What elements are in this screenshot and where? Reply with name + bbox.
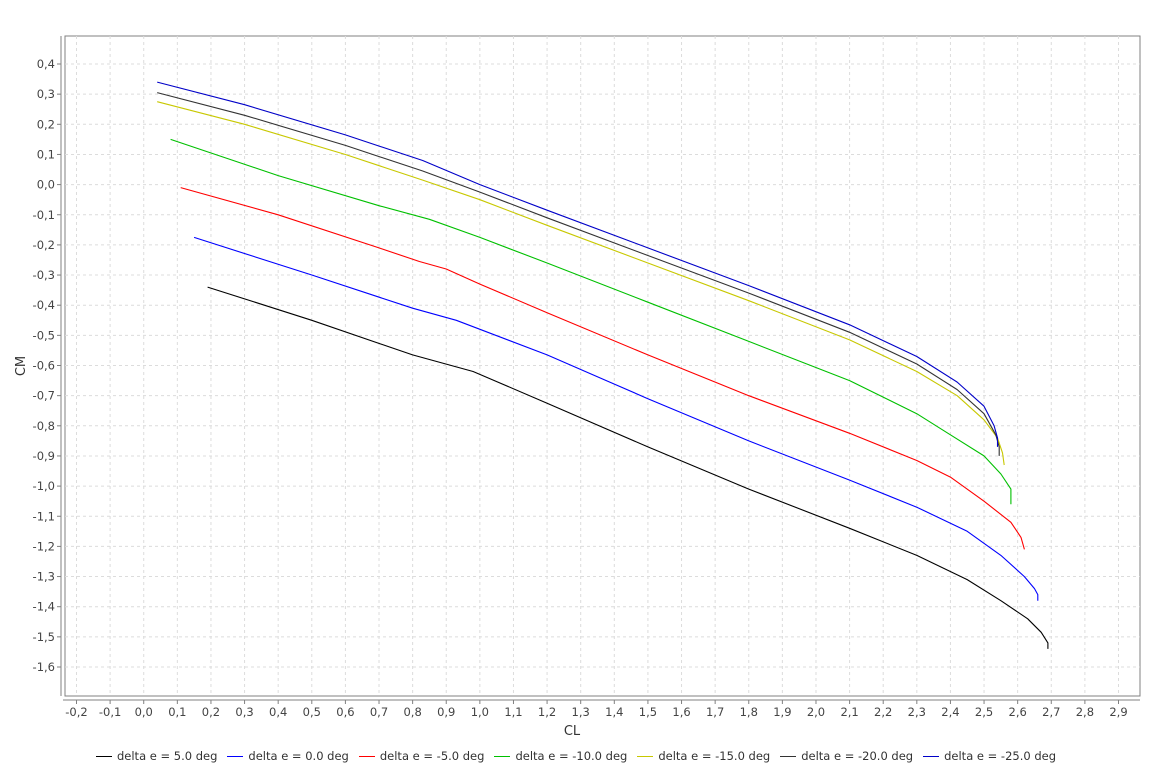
x-tick-label: 2,4: [941, 705, 959, 719]
grid: [65, 36, 1140, 696]
legend-item: delta e = 5.0 deg: [95, 749, 218, 763]
x-tick-label: -0,2: [65, 705, 87, 719]
y-tick-label: -0,7: [33, 389, 55, 403]
legend-swatch: [780, 755, 797, 757]
legend-swatch: [358, 755, 375, 757]
x-tick-label: 2,0: [807, 705, 825, 719]
x-tick-label: 0,2: [202, 705, 220, 719]
y-tick-label: 0,3: [37, 87, 55, 101]
x-tick-label: 1,9: [773, 705, 791, 719]
x-tick-label: 1,4: [605, 705, 623, 719]
x-tick-label: 1,2: [538, 705, 556, 719]
legend-label: delta e = 5.0 deg: [116, 749, 218, 763]
y-tick-label: -0,1: [33, 208, 55, 222]
legend: delta e = 5.0 deg delta e = 0.0 deg delta …: [0, 747, 1152, 765]
legend-label: delta e = -25.0 deg: [944, 749, 1056, 763]
x-tick-label: 2,1: [840, 705, 858, 719]
y-tick-label: 0,0: [37, 178, 55, 192]
legend-label: delta e = -10.0 deg: [515, 749, 628, 763]
ticks: -0,2 -0,1 0,0 0,1 0,2 0,3 0,4 0,5 0,6 0,7 0,8 0,9 1,…: [33, 57, 1128, 719]
series-line-1: [193, 236, 1039, 601]
legend-item: delta e = 0.0 deg: [227, 749, 349, 763]
y-tick-label: -0,8: [33, 419, 55, 433]
x-tick-label: 1,1: [504, 705, 522, 719]
x-tick-label: 0,6: [336, 705, 354, 719]
legend-item: delta e = -10.0 deg: [494, 749, 627, 763]
legend-item: delta e = -5.0 deg: [358, 749, 485, 763]
y-tick-label: -1,4: [33, 600, 55, 614]
x-axis-label: CL: [564, 724, 581, 739]
series-line-3: [170, 138, 1012, 505]
x-tick-label: 0,8: [403, 705, 421, 719]
x-tick-label: 0,5: [303, 705, 321, 719]
series-line-2: [180, 187, 1025, 550]
legend-swatch: [494, 755, 511, 757]
series-line-0: [207, 286, 1049, 649]
x-tick-label: 0,3: [235, 705, 253, 719]
x-tick-label: 1,8: [740, 705, 758, 719]
legend-swatch: [923, 755, 940, 757]
x-tick-label: 0,9: [437, 705, 455, 719]
x-tick-label: 2,5: [975, 705, 993, 719]
x-tick-label: 2,8: [1076, 705, 1094, 719]
x-tick-label: 1,5: [639, 705, 657, 719]
x-tick-label: 2,9: [1109, 705, 1127, 719]
legend-swatch: [227, 755, 244, 757]
y-tick-label: -0,2: [33, 238, 55, 252]
legend-label: delta e = -20.0 deg: [801, 749, 914, 763]
y-tick-label: -0,6: [33, 359, 55, 373]
x-tick-label: 1,0: [471, 705, 489, 719]
x-tick-label: 0,7: [370, 705, 388, 719]
y-tick-label: 0,4: [37, 57, 55, 71]
x-tick-label: 2,2: [874, 705, 892, 719]
y-tick-label: -1,5: [33, 630, 55, 644]
y-tick-label: -0,9: [33, 449, 55, 463]
y-tick-label: -1,0: [33, 479, 55, 493]
series-line-5: [157, 92, 1000, 456]
legend-label: delta e = -5.0 deg: [379, 749, 485, 763]
y-tick-label: -1,1: [33, 509, 55, 523]
legend-item: delta e = -25.0 deg: [923, 749, 1056, 763]
y-tick-label: -0,4: [33, 298, 55, 312]
y-tick-label: -1,3: [33, 570, 55, 584]
legend-item: delta e = -15.0 deg: [637, 749, 770, 763]
x-tick-label: 0,0: [135, 705, 153, 719]
legend-label: delta e = -15.0 deg: [658, 749, 771, 763]
legend-swatch: [95, 755, 112, 757]
x-tick-label: 0,1: [168, 705, 186, 719]
y-tick-label: -1,2: [33, 539, 55, 553]
series-line-6: [157, 81, 999, 447]
y-tick-label: -0,5: [33, 328, 55, 342]
y-tick-label: 0,1: [37, 147, 55, 161]
x-tick-label: 2,3: [908, 705, 926, 719]
x-tick-label: 1,3: [572, 705, 590, 719]
legend-swatch: [637, 755, 654, 757]
x-tick-label: 1,6: [672, 705, 690, 719]
series-line-4: [157, 101, 1005, 466]
y-tick-label: -1,6: [33, 660, 55, 674]
legend-item: delta e = -20.0 deg: [780, 749, 913, 763]
x-tick-label: 2,6: [1009, 705, 1027, 719]
y-axis-label: CM: [14, 356, 29, 376]
y-tick-label: 0,2: [37, 117, 55, 131]
legend-label: delta e = 0.0 deg: [248, 749, 349, 763]
series-lines: [157, 81, 1049, 649]
x-tick-label: -0,1: [99, 705, 121, 719]
y-tick-label: -0,3: [33, 268, 55, 282]
x-tick-label: 1,7: [706, 705, 724, 719]
x-tick-label: 0,4: [269, 705, 287, 719]
x-tick-label: 2,7: [1042, 705, 1060, 719]
